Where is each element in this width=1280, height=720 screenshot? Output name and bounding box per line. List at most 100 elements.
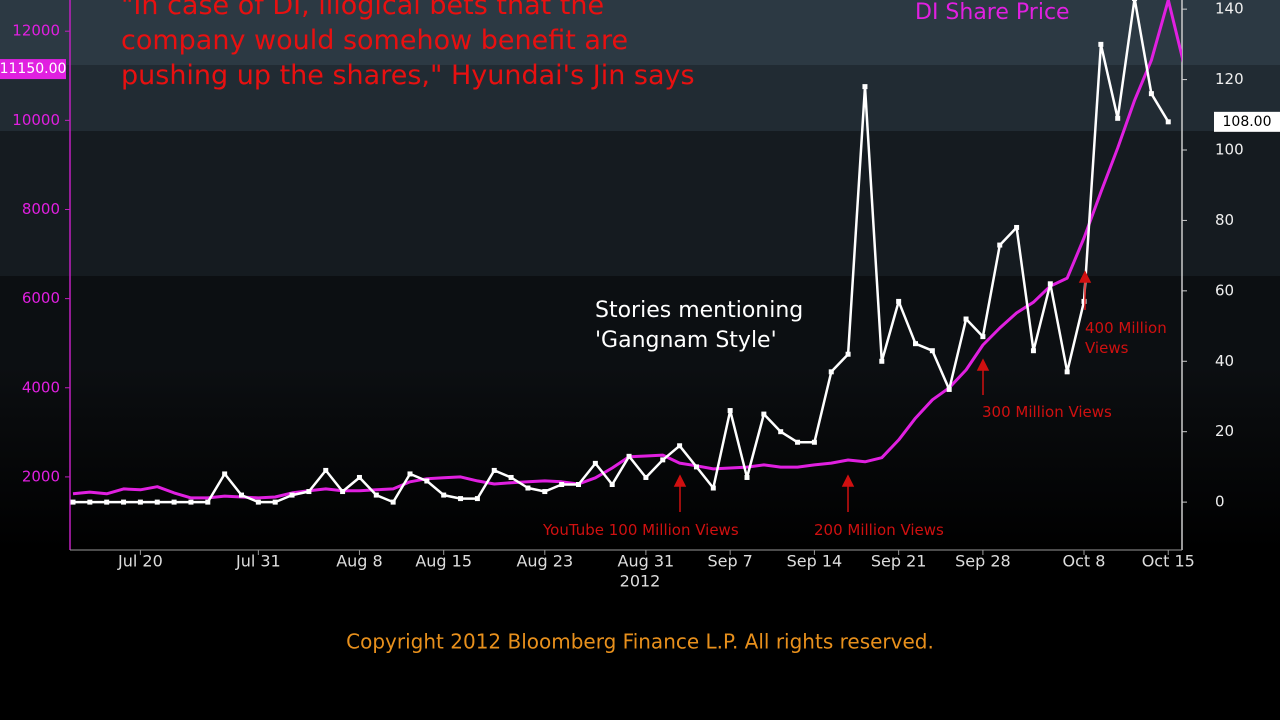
band [0,276,1280,366]
point [1014,224,1020,230]
point [272,499,278,505]
y2-tick-label: 100 [1215,141,1244,159]
point [879,358,885,364]
band [0,65,1280,131]
series-line [73,0,1170,504]
point [693,464,699,470]
point [1132,0,1138,2]
x-tick-label: Oct 8 [1063,552,1106,571]
legend-entry: DI Share Price [915,0,1070,25]
point [70,499,76,505]
y-tick-label: 4000 [22,378,60,396]
y2-tick-label: 60 [1215,281,1234,299]
x-tick-label: Oct 15 [1142,552,1195,571]
end-label-box [1214,111,1280,132]
point [171,499,177,505]
point [1081,298,1087,304]
y2-tick-label: 0 [1215,493,1225,511]
point [239,492,244,498]
point [356,474,362,480]
point [441,492,447,498]
point [508,474,514,480]
point [390,499,396,505]
x-tick-label: Aug 15 [415,552,472,571]
point [121,499,127,505]
year-label: 2012 [620,572,661,591]
point [104,499,110,505]
point [525,485,531,491]
end-label: 11150.00 [0,61,66,77]
point [626,453,632,459]
point [845,351,851,357]
point [87,499,93,505]
end-label: 108.00 [1223,114,1272,130]
point [458,496,464,502]
point [289,492,295,498]
point [643,474,649,480]
band [0,131,1280,276]
y2-tick-label: 80 [1215,211,1234,229]
y2-tick-label: 20 [1215,422,1234,440]
y-tick-label: 12000 [12,22,60,40]
point [542,489,548,495]
plot [70,0,1182,505]
x-tick-label: Sep 7 [707,552,752,571]
point [609,482,615,488]
point [744,474,750,480]
y2-tick-label: 140 [1215,0,1244,18]
point [373,492,379,498]
point [660,457,666,463]
event-label: 200 Million Views [814,521,944,539]
quote: "In case of DI, illogical bets that the … [121,0,695,91]
x-tick-label: Sep 28 [955,552,1011,571]
point [340,489,346,495]
legend-entry: Stories mentioning 'Gangnam Style' [595,298,804,353]
arrow-head [976,358,990,371]
point [963,316,969,322]
point [1047,281,1053,287]
y-tick-label: 8000 [22,200,60,218]
point [1098,41,1104,47]
point [222,471,228,477]
point [323,467,329,473]
point [828,369,834,375]
point [205,499,211,505]
point [811,439,817,445]
x-tick-label: Aug 31 [618,552,675,571]
point [896,298,902,304]
point [761,411,767,417]
point [1115,115,1121,121]
point [862,84,868,90]
point [424,478,430,484]
point [929,348,935,354]
event-arrows [673,270,1092,512]
point [491,467,497,473]
x-tick-label: Sep 14 [787,552,843,571]
point [997,242,1003,248]
x-tick-label: Jul 20 [117,552,163,571]
point [576,482,581,488]
point [407,471,413,477]
y2-tick-label: 40 [1215,352,1234,370]
point [980,334,986,340]
point [778,429,784,435]
x-tick-label: Jul 31 [235,552,281,571]
point [1165,119,1171,125]
point [154,499,160,505]
band [0,0,1280,65]
y-tick-label: 2000 [22,467,60,485]
point [946,386,952,392]
arrow-head [1078,270,1092,283]
point [795,439,801,445]
x-tick-label: Aug 23 [516,552,573,571]
y-tick-label: 6000 [22,289,60,307]
point [255,499,261,505]
point [559,482,565,488]
point [1030,348,1036,354]
copyright: Copyright 2012 Bloomberg Finance L.P. Al… [346,630,934,654]
arrow-head [841,474,855,487]
point [913,341,918,347]
point [710,485,716,491]
